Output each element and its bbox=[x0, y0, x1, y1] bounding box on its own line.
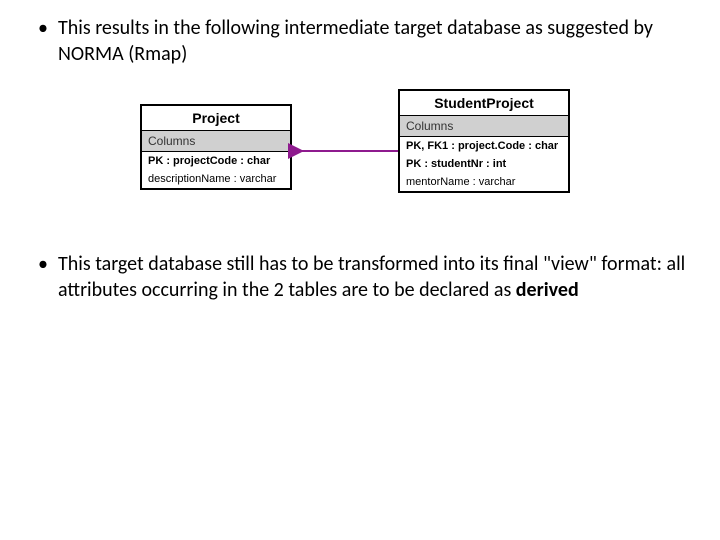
bullet-bottom: This target database still has to be tra… bbox=[30, 251, 690, 303]
fk-arrow-icon bbox=[130, 89, 590, 229]
bullet-bottom-bold: derived bbox=[516, 278, 579, 302]
bullet-bottom-text: This target database still has to be tra… bbox=[58, 252, 685, 302]
erd-diagram: Project Columns PK : projectCode : char … bbox=[130, 89, 590, 229]
bullet-top: This results in the following intermedia… bbox=[30, 15, 690, 67]
